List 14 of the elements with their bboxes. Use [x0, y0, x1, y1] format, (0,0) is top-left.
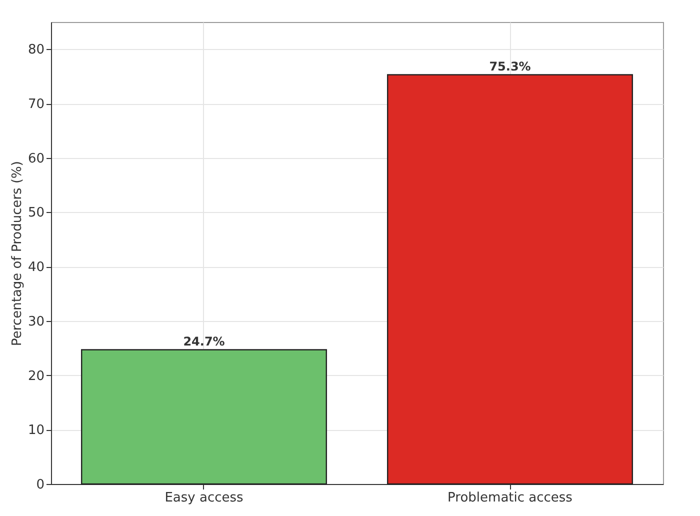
y-tick-label: 80 [28, 42, 44, 58]
y-tick-label: 0 [36, 478, 44, 492]
y-axis-title: Percentage of Producers (%) [10, 161, 25, 346]
data-label: 75.3% [489, 60, 531, 74]
y-tick-label: 60 [28, 151, 44, 166]
y-tick-label: 70 [28, 97, 44, 112]
x-tick-label: Problematic access [448, 490, 573, 506]
y-tick-label: 20 [28, 368, 44, 384]
y-tick-label: 10 [28, 423, 44, 438]
y-tick-label: 30 [28, 314, 44, 330]
x-tick-label: Easy access [164, 490, 244, 506]
y-tick-label: 40 [28, 260, 44, 276]
y-tick-label: 50 [28, 206, 44, 221]
data-label: 24.7% [183, 334, 225, 349]
